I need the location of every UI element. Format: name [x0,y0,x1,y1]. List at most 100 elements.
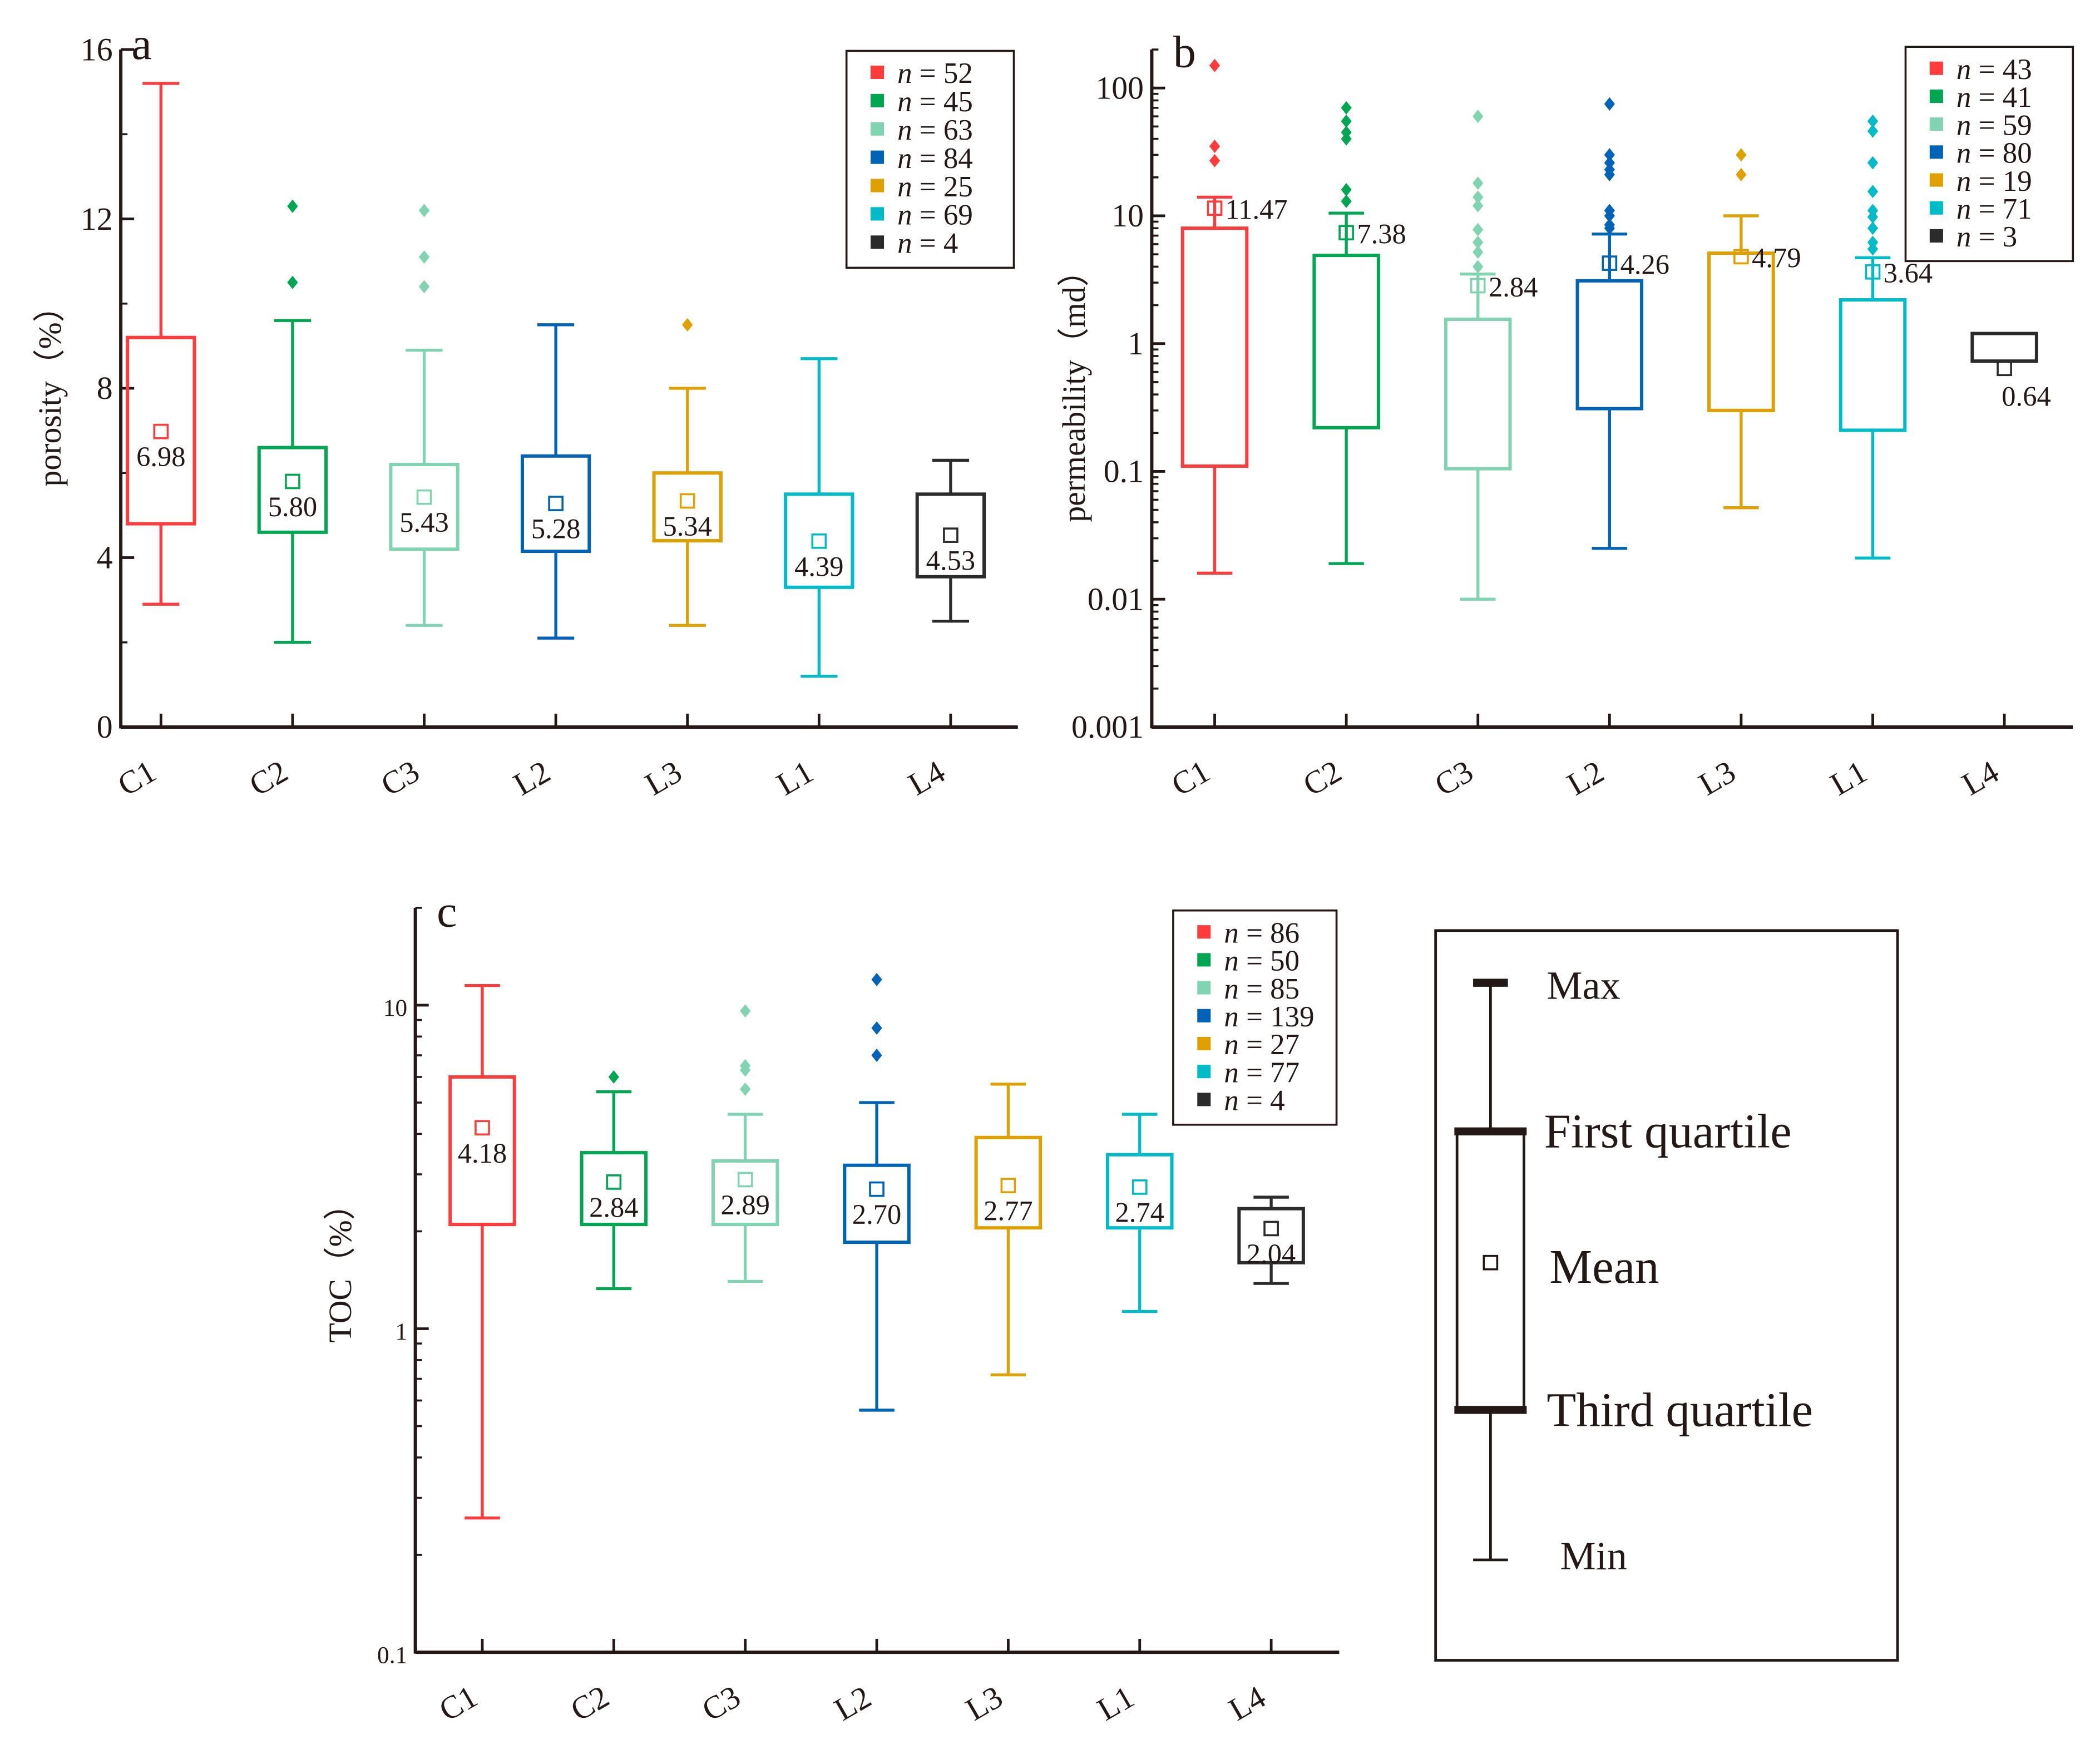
legend-n: n [1224,917,1238,949]
outlier-point [1341,132,1352,146]
y-tick-label: 0 [97,710,113,745]
mean-label: 5.80 [268,491,317,522]
mean-marker [679,493,695,509]
outlier-point [1473,190,1484,204]
legend-n: n [1956,221,1971,253]
y-tick-label: 0.1 [377,1642,407,1668]
y-tick-label: 1 [396,1318,408,1345]
mean-marker [1131,1179,1148,1195]
legend-count: = 41 [1971,81,2032,113]
legend-count: = 84 [912,142,973,175]
legend-entry: n = 59 [1956,109,2032,141]
legend-swatch [1197,1093,1211,1106]
outlier-point [1867,156,1879,170]
x-tick-label: L1 [771,754,819,803]
outlier-point [1736,148,1747,162]
box-L1: 3.64 [1839,114,1933,560]
legend-entry: n = 19 [1956,165,2032,197]
legend-n: n [1956,109,1971,141]
box-iqr [711,1159,779,1227]
box-iqr [1575,279,1644,411]
outlier-point [1604,97,1615,111]
mean-marker [737,1172,753,1188]
legend-count: = 4 [912,228,958,260]
box-C2: 2.84 [580,1070,648,1291]
legend-swatch [1197,981,1211,995]
box-iqr [257,446,328,534]
y-tick-label: 8 [97,371,113,406]
legend-swatch [870,150,885,164]
mean-marker [1000,1178,1016,1194]
box-L3: 4.79 [1707,148,1801,510]
mean-marker [416,489,432,505]
outlier-point [1867,221,1879,235]
mean-marker [475,1120,490,1136]
outlier-point [418,280,430,294]
mean-label: 5.28 [531,513,580,545]
outlier-point [1604,156,1615,170]
mean-label: 4.26 [1620,249,1669,280]
box-L1: 2.74 [1105,1113,1174,1313]
outlier-point [287,199,298,213]
box-C3: 5.43 [389,204,459,627]
outlier-point [1604,221,1615,235]
legend-swatch [870,65,885,80]
mean-marker [153,423,169,439]
panel-a: 0 4 8 12 16 porosity（%） a 6.98 C1 5.80 C2 5.43 C3 5.2… [33,18,1018,803]
y-tick-label: 0.01 [1088,582,1144,617]
y-axis-label: TOC（%） [323,1188,358,1342]
box-iqr [652,471,723,543]
legend-swatch [1929,145,1943,159]
x-tick-label: C3 [696,1679,747,1728]
mean-marker [1865,264,1881,280]
box-C2: 7.38 [1312,101,1406,565]
legend-swatch [870,207,885,221]
outlier-point [1867,210,1879,224]
mean-label: 0.64 [2002,381,2050,412]
legend-swatch [1929,173,1943,187]
key-third-quartile-label: Third quartile [1546,1383,1813,1436]
legend-n: n [1956,53,1971,86]
legend-entry: n = 84 [897,142,973,175]
legend-n: n [1224,973,1238,1005]
legend-count: = 4 [1239,1085,1285,1117]
y-axis-label: permeability（md） [1057,254,1092,522]
outlier-point [1604,167,1615,181]
legend-swatch [1197,1036,1211,1051]
legend-entry: n = 52 [897,57,973,90]
legend-count: = 63 [912,114,973,146]
mean-label: 4.79 [1752,243,1801,274]
legend-entry: n = 50 [1224,945,1299,977]
mean-label: 4.53 [926,545,975,576]
mean-marker [811,533,827,549]
legend-entry: n = 77 [1224,1056,1299,1089]
mean-marker [548,496,564,511]
box-L4: 4.53 [915,458,986,623]
mean-marker [1263,1221,1279,1237]
panel-b: 0.001 0.01 0.1 1 10 100 permeability（md） b 11.47… [1057,26,2074,803]
legend-count: = 50 [1239,945,1299,977]
legend-count: = 59 [1971,109,2032,141]
legend-entry: n = 45 [897,86,973,118]
mean-marker [869,1181,885,1197]
outlier-point [1209,139,1221,153]
legend-n: n [1956,165,1971,197]
box-C3: 2.89 [711,1004,779,1283]
outlier-point [740,1082,751,1096]
x-tick-label: C3 [1429,754,1479,803]
legend-entry: n = 86 [1224,917,1299,949]
outlier-point [1736,167,1747,181]
legend-n: n [1224,945,1238,977]
box-C1: 6.98 [126,82,196,606]
panel-label: b [1173,26,1196,77]
box-iqr [974,1135,1042,1230]
outlier-point [1473,199,1484,213]
mean-label: 6.98 [136,441,185,472]
x-tick-label: L3 [1693,754,1741,803]
box-L4: 0.64 [1970,332,2051,412]
legend-entry: n = 4 [1224,1085,1284,1117]
x-tick-label: C1 [112,754,162,803]
key-first-quartile-label: First quartile [1544,1105,1792,1158]
box-L3: 5.34 [652,318,723,627]
outlier-point [871,1021,882,1035]
